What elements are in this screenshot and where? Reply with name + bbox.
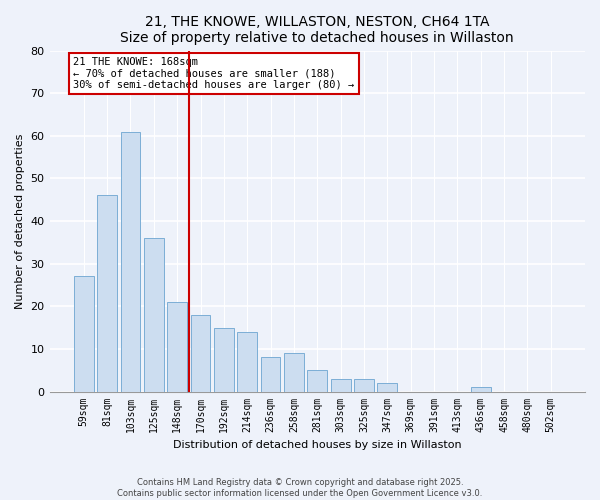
Bar <box>144 238 164 392</box>
Bar <box>214 328 234 392</box>
Bar <box>354 379 374 392</box>
Bar <box>167 302 187 392</box>
Bar <box>97 196 117 392</box>
Bar <box>377 383 397 392</box>
Bar <box>284 353 304 392</box>
X-axis label: Distribution of detached houses by size in Willaston: Distribution of detached houses by size … <box>173 440 461 450</box>
Bar <box>74 276 94 392</box>
Bar <box>238 332 257 392</box>
Bar <box>191 315 211 392</box>
Title: 21, THE KNOWE, WILLASTON, NESTON, CH64 1TA
Size of property relative to detached: 21, THE KNOWE, WILLASTON, NESTON, CH64 1… <box>121 15 514 45</box>
Bar <box>307 370 327 392</box>
Y-axis label: Number of detached properties: Number of detached properties <box>15 134 25 308</box>
Bar <box>260 358 280 392</box>
Text: 21 THE KNOWE: 168sqm
← 70% of detached houses are smaller (188)
30% of semi-deta: 21 THE KNOWE: 168sqm ← 70% of detached h… <box>73 57 355 90</box>
Bar <box>471 388 491 392</box>
Bar <box>121 132 140 392</box>
Bar <box>331 379 350 392</box>
Text: Contains HM Land Registry data © Crown copyright and database right 2025.
Contai: Contains HM Land Registry data © Crown c… <box>118 478 482 498</box>
